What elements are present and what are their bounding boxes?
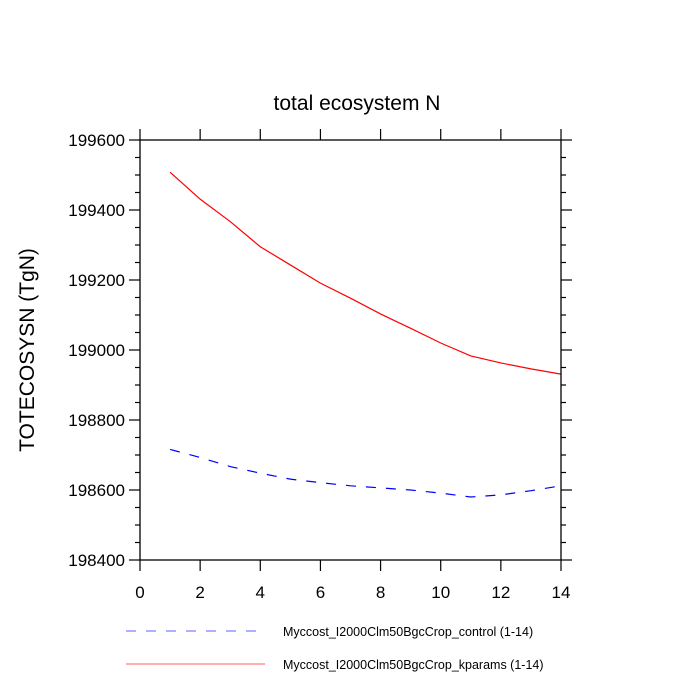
x-tick-label: 12 bbox=[491, 583, 510, 602]
y-axis-label: TOTECOSYSN (TgN) bbox=[16, 248, 39, 452]
axis-ticks bbox=[129, 129, 572, 571]
series-line-0 bbox=[169, 448, 562, 498]
x-tick-label: 6 bbox=[316, 583, 325, 602]
x-tick-label: 2 bbox=[195, 583, 204, 602]
y-tick-label: 198800 bbox=[68, 411, 125, 430]
y-tick-label: 198600 bbox=[68, 481, 125, 500]
legend: Myccost_I2000Clm50BgcCrop_control (1-14)… bbox=[126, 625, 544, 672]
plot-frame bbox=[139, 139, 562, 561]
y-tick-label: 198400 bbox=[68, 551, 125, 570]
legend-label-1: Myccost_I2000Clm50BgcCrop_kparams (1-14) bbox=[283, 658, 544, 672]
y-tick-label: 199600 bbox=[68, 131, 125, 150]
chart-title: total ecosystem N bbox=[274, 92, 441, 115]
x-tick-label: 8 bbox=[376, 583, 385, 602]
y-tick-label: 199000 bbox=[68, 341, 125, 360]
y-tick-label: 199200 bbox=[68, 271, 125, 290]
y-tick-label: 199400 bbox=[68, 201, 125, 220]
tick-labels: 0 2 4 6 8 10 12 14 198400 198600 198800 199000 19920… bbox=[68, 131, 570, 602]
x-tick-label: 0 bbox=[135, 583, 144, 602]
x-tick-label: 10 bbox=[431, 583, 450, 602]
series-lines bbox=[169, 171, 562, 498]
x-tick-label: 14 bbox=[552, 583, 571, 602]
x-tick-label: 4 bbox=[256, 583, 265, 602]
series-line-1 bbox=[169, 171, 562, 375]
legend-label-0: Myccost_I2000Clm50BgcCrop_control (1-14) bbox=[283, 625, 533, 639]
